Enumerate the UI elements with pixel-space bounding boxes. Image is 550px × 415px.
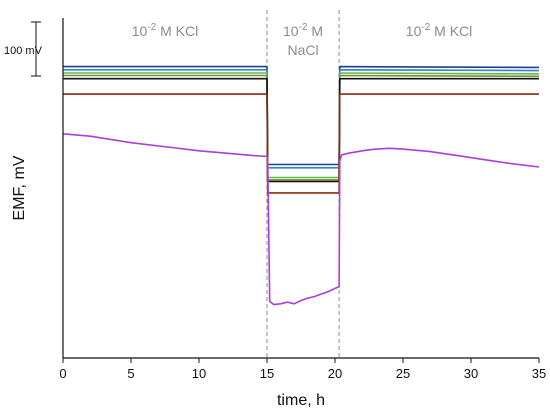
axes bbox=[62, 18, 539, 359]
y-axis-title: EMF, mV bbox=[11, 155, 28, 220]
series-line bbox=[62, 133, 540, 306]
x-ticks: 0 5 10 15 20 25 30 35 bbox=[59, 358, 546, 381]
region-label: 10-2 M bbox=[283, 22, 323, 39]
series-line bbox=[63, 74, 540, 181]
x-tick-label: 5 bbox=[127, 366, 134, 381]
region-labels: 10-2 M KCl 10-2 M NaCl 10-2 M KCl bbox=[132, 22, 473, 58]
region-label-line2: NaCl bbox=[287, 42, 318, 58]
x-axis-title: time, h bbox=[277, 392, 325, 409]
scale-bar: 100 mV bbox=[4, 21, 43, 77]
series-line bbox=[63, 77, 539, 183]
region-label: 10-2 M KCl bbox=[132, 22, 198, 39]
x-tick-label: 0 bbox=[59, 366, 66, 381]
scale-bar-label: 100 mV bbox=[4, 45, 43, 57]
region-boundaries bbox=[266, 10, 340, 358]
x-tick-label: 15 bbox=[260, 366, 274, 381]
series-group bbox=[62, 65, 540, 306]
x-tick-label: 30 bbox=[464, 366, 478, 381]
x-tick-label: 35 bbox=[532, 366, 546, 381]
series-line bbox=[63, 69, 540, 169]
x-tick-label: 25 bbox=[396, 366, 410, 381]
x-tick-label: 20 bbox=[328, 366, 342, 381]
series-line bbox=[63, 72, 540, 179]
series-line bbox=[63, 93, 539, 194]
region-label: 10-2 M KCl bbox=[406, 22, 472, 39]
x-tick-label: 10 bbox=[192, 366, 206, 381]
series-line bbox=[63, 65, 540, 166]
